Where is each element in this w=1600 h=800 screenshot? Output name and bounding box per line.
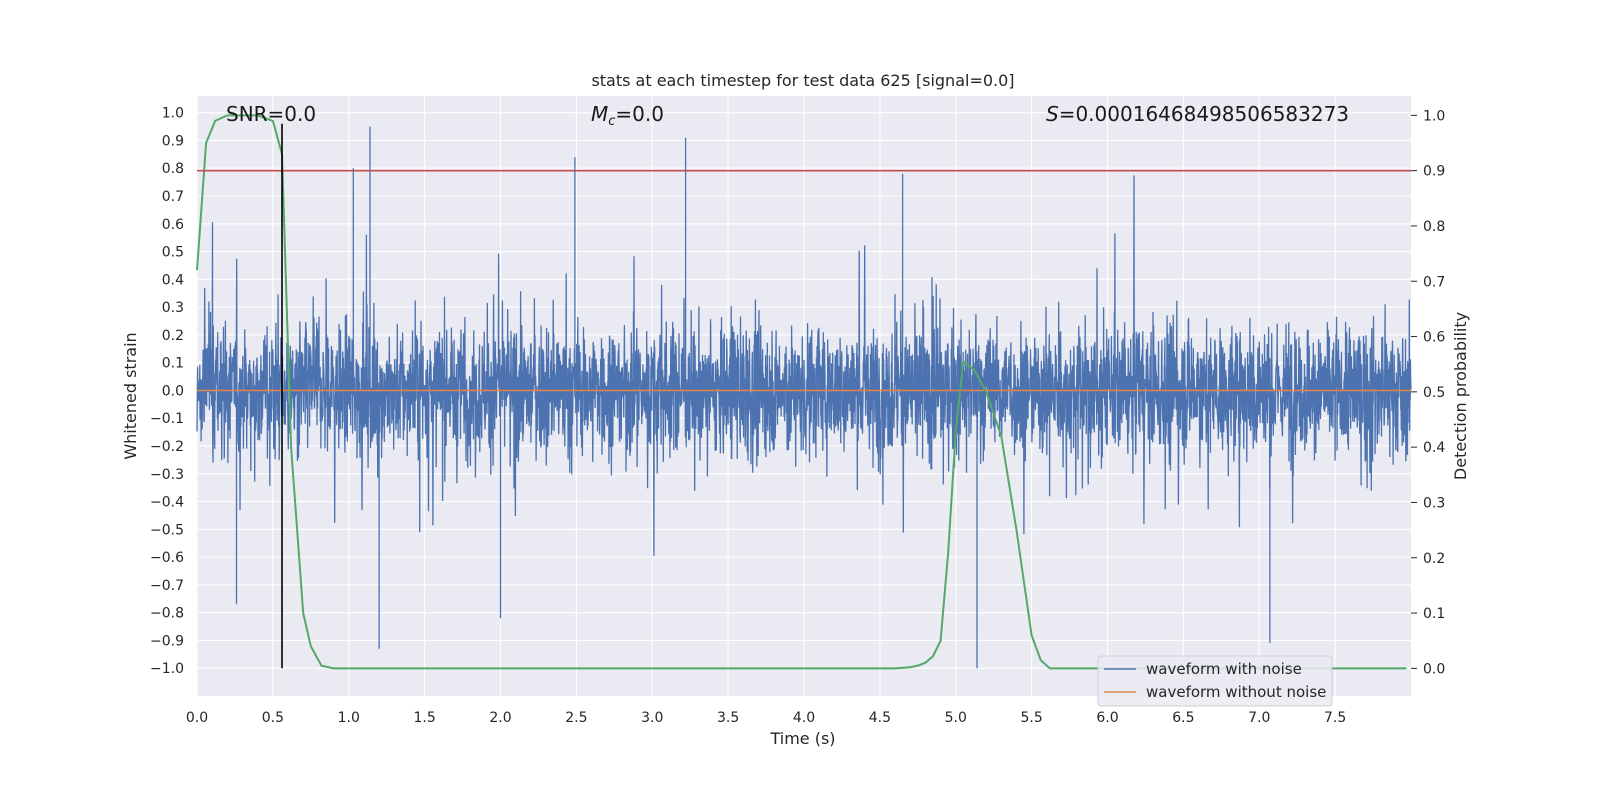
y-tick-label: 0.2: [162, 328, 184, 344]
y-tick-label: 0.6: [162, 217, 184, 233]
y2-tick-label: 1.0: [1423, 108, 1445, 124]
snr-annotation: SNR=0.0: [226, 102, 316, 126]
x-tick-label: 3.5: [717, 710, 739, 726]
x-tick-label: 5.0: [945, 710, 967, 726]
y2-tick-label: 0.5: [1423, 385, 1445, 401]
y2-tick-label: 0.1: [1423, 606, 1445, 622]
s-annotation: S=0.00016468498506583273: [1046, 102, 1349, 126]
x-tick-label: 4.0: [793, 710, 815, 726]
y-tick-label: −0.4: [150, 495, 184, 511]
x-tick-label: 5.5: [1020, 710, 1042, 726]
y-tick-label: −0.3: [150, 467, 184, 483]
y2-tick-label: 0.2: [1423, 551, 1445, 567]
y2-tick-label: 0.6: [1423, 330, 1445, 346]
y2-tick-label: 0.3: [1423, 495, 1445, 511]
x-tick-label: 1.0: [338, 710, 360, 726]
y-tick-label: −0.2: [150, 439, 184, 455]
mc-value: =0.0: [615, 102, 664, 126]
s-value: =0.00016468498506583273: [1059, 102, 1349, 126]
y2-tick-label: 0.9: [1423, 164, 1445, 180]
x-tick-label: 7.0: [1248, 710, 1270, 726]
legend-box: [1097, 655, 1333, 707]
y-tick-label: 0.3: [162, 300, 184, 316]
x-tick-label: 2.5: [565, 710, 587, 726]
y-axis-label: Whitened strain: [121, 332, 140, 459]
y-tick-label: 0.1: [162, 356, 184, 372]
chart-title: stats at each timestep for test data 625…: [591, 71, 1014, 90]
mc-symbol: M: [591, 102, 608, 126]
axis-ticks: 0.0 0.5 1.0 1.5 2.0 2.5 3.0 3.5 4.0 4.5 5.0 5.5 6.0 6…: [150, 106, 1445, 726]
y-tick-label: −0.1: [150, 411, 184, 427]
x-tick-label: 4.5: [869, 710, 891, 726]
legend-label-noise: waveform with noise: [1146, 660, 1302, 678]
y-tick-label: 0.7: [162, 189, 184, 205]
x-axis-label: Time (s): [769, 729, 835, 748]
y-tick-label: −0.5: [150, 522, 184, 538]
y-tick-label: 0.9: [162, 133, 184, 149]
y-tick-label: −1.0: [150, 661, 184, 677]
y2-tick-label: 0.4: [1423, 440, 1445, 456]
y-tick-label: −0.6: [150, 550, 184, 566]
y-tick-label: 0.8: [162, 161, 184, 177]
x-tick-label: 0.5: [262, 710, 284, 726]
y-tick-label: −0.8: [150, 606, 184, 622]
noise-trace: [196, 126, 1412, 669]
x-tick-label: 1.5: [413, 710, 435, 726]
y2-axis-label: Detection probability: [1451, 312, 1470, 480]
y-tick-label: 0.4: [162, 272, 184, 288]
x-tick-label: 6.5: [1172, 710, 1194, 726]
x-tick-label: 2.0: [489, 710, 511, 726]
x-tick-label: 0.0: [186, 710, 208, 726]
y2-tick-label: 0.0: [1423, 661, 1445, 677]
y-tick-label: −0.7: [150, 578, 184, 594]
y-tick-label: 1.0: [162, 106, 184, 122]
y2-tick-label: 0.8: [1423, 219, 1445, 235]
y2-tick-label: 0.7: [1423, 274, 1445, 290]
legend-label-clean: waveform without noise: [1146, 683, 1326, 701]
s-symbol: S: [1046, 102, 1059, 126]
mc-subscript: c: [608, 114, 615, 129]
legend: waveform with noise waveform without noi…: [1097, 655, 1333, 707]
waveform-with-noise: [196, 126, 1412, 669]
chirp-mass-annotation: Mc=0.0: [591, 102, 664, 129]
y-tick-label: 0.5: [162, 245, 184, 261]
x-tick-label: 7.5: [1324, 710, 1346, 726]
x-tick-label: 3.0: [641, 710, 663, 726]
overlay-lines: [196, 114, 1411, 670]
y-tick-label: 0.0: [162, 383, 184, 399]
x-tick-label: 6.0: [1096, 710, 1118, 726]
series-detection-probability: [196, 114, 1407, 670]
y-tick-label: −0.9: [150, 633, 184, 649]
